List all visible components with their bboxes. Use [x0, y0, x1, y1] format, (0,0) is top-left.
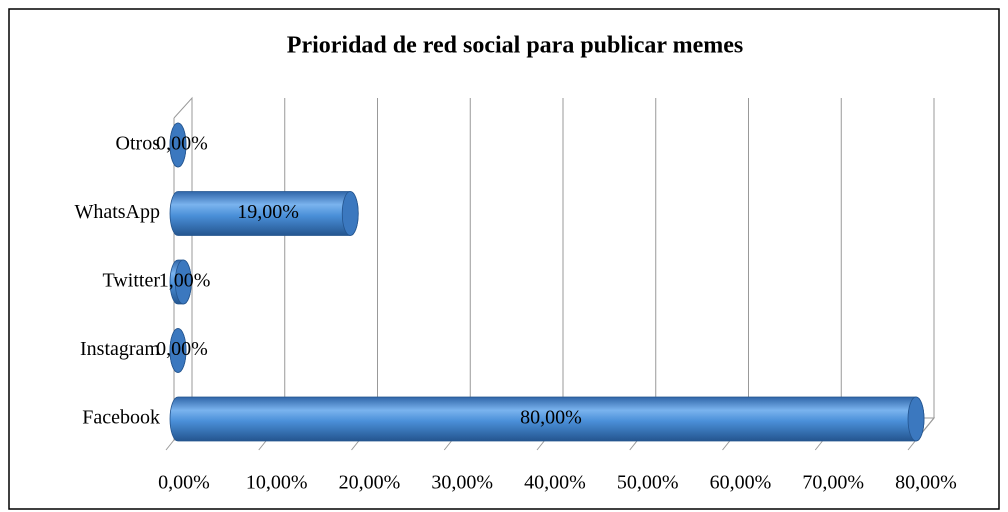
- tick-mark: [536, 439, 546, 451]
- tick-mark: [258, 439, 268, 451]
- value-label: 80,00%: [520, 407, 582, 429]
- x-tick-label: 60,00%: [710, 472, 772, 494]
- category-label: Instagram: [80, 338, 160, 360]
- value-label: 1,00%: [159, 270, 211, 292]
- category-label: Otros: [116, 133, 161, 155]
- value-label: 0,00%: [156, 133, 208, 155]
- value-label: 0,00%: [156, 338, 208, 360]
- tick-mark: [907, 439, 917, 451]
- bar-end: [341, 191, 359, 236]
- tick-mark: [351, 439, 360, 451]
- tick-mark: [443, 439, 453, 451]
- chart-title: Prioridad de red social para publicar me…: [287, 33, 743, 59]
- bar-end: [174, 259, 192, 305]
- x-tick-label: 40,00%: [524, 472, 586, 494]
- category-label: Facebook: [82, 407, 160, 429]
- category-label: Twitter: [103, 270, 161, 292]
- x-tick-label: 0,00%: [158, 472, 210, 494]
- x-tick-label: 30,00%: [431, 472, 493, 494]
- bar-end: [169, 122, 187, 168]
- tick-mark: [814, 439, 824, 451]
- x-tick-label: 10,00%: [246, 472, 308, 494]
- bar-end: [907, 396, 925, 442]
- tick-mark: [722, 439, 731, 451]
- value-label: 19,00%: [237, 201, 299, 223]
- category-label: WhatsApp: [74, 201, 160, 223]
- x-tick-label: 50,00%: [617, 472, 679, 494]
- tick-mark: [165, 439, 175, 451]
- x-tick-label: 80,00%: [895, 472, 957, 494]
- bar-end: [169, 328, 187, 373]
- x-tick-label: 70,00%: [802, 472, 864, 494]
- tick-mark: [629, 439, 639, 451]
- x-tick-label: 20,00%: [339, 472, 401, 494]
